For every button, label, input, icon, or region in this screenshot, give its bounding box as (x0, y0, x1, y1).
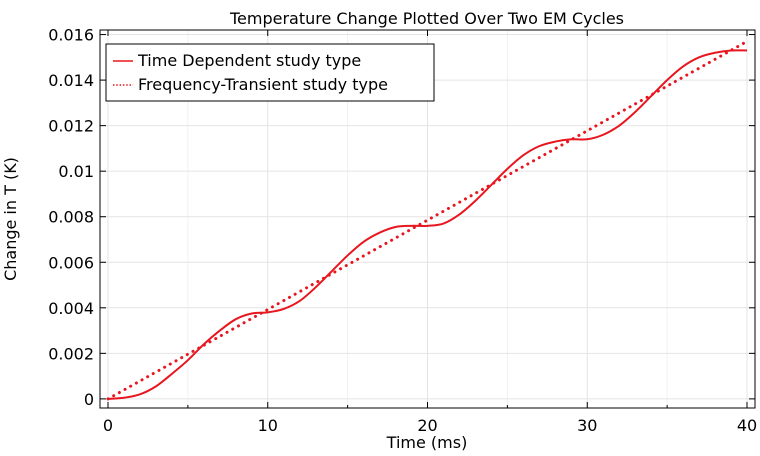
x-axis-title: Time (ms) (386, 433, 468, 452)
series-group (106, 39, 749, 401)
x-tick-label-2: 20 (417, 416, 437, 435)
x-tick-label-1: 10 (258, 416, 278, 435)
x-tick-label-0: 0 (103, 416, 113, 435)
y-tick-label-4: 0.008 (48, 208, 94, 227)
x-tick-label-3: 30 (577, 416, 597, 435)
legend-box (105, 43, 435, 102)
ticks (100, 30, 755, 408)
y-tick-label-8: 0.016 (48, 26, 94, 45)
y-tick-label-2: 0.004 (48, 299, 94, 318)
y-axis-title: Change in T (K) (1, 157, 20, 281)
x-tick-label-4: 40 (737, 416, 757, 435)
y-tick-label-1: 0.002 (48, 344, 94, 363)
legend: Time Dependent study type Frequency-Tran… (105, 43, 435, 102)
series-line-1 (106, 39, 749, 401)
y-tick-label-7: 0.014 (48, 71, 94, 90)
legend-label-frequency-transient: Frequency-Transient study type (138, 75, 388, 94)
series-line-0 (107, 49, 748, 400)
y-tick-label-6: 0.012 (48, 117, 94, 136)
y-tick-label-5: 0.01 (58, 162, 94, 181)
y-tick-label-0: 0 (84, 390, 94, 409)
tick-labels: 0 10 20 30 40 0 0.002 0.004 0.006 0.008 0.01 0.012 0… (48, 26, 757, 435)
chart-title: Temperature Change Plotted Over Two EM C… (229, 9, 624, 28)
legend-label-time-dependent: Time Dependent study type (137, 51, 361, 70)
y-tick-label-3: 0.006 (48, 253, 94, 272)
